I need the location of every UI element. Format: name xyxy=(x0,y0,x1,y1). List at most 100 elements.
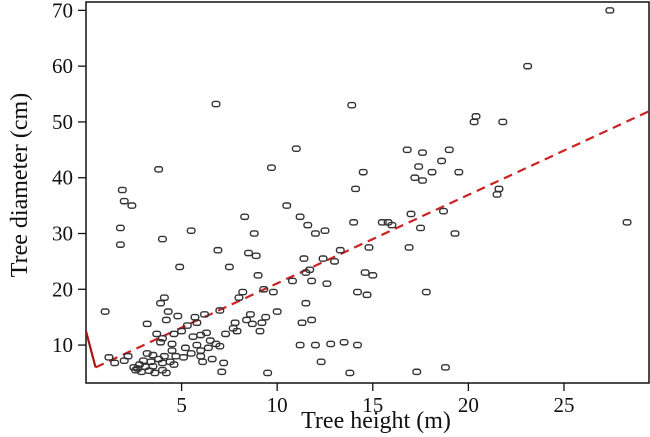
data-point xyxy=(523,62,533,70)
data-point xyxy=(352,288,362,296)
data-point xyxy=(192,341,202,349)
data-point xyxy=(240,213,250,221)
data-point xyxy=(251,252,261,260)
data-points-layer xyxy=(100,7,632,377)
plot-frame xyxy=(85,1,650,384)
data-point xyxy=(351,185,361,193)
data-point xyxy=(156,338,166,346)
data-point xyxy=(368,272,378,279)
data-point xyxy=(266,164,276,171)
data-point xyxy=(245,311,255,318)
data-point xyxy=(148,351,158,359)
data-point xyxy=(215,342,225,350)
y-tick-label: 40 xyxy=(52,166,73,190)
data-point xyxy=(192,319,202,327)
data-point xyxy=(257,319,267,327)
data-point xyxy=(110,359,120,367)
data-point xyxy=(190,313,200,321)
data-point xyxy=(297,319,307,327)
data-point xyxy=(169,330,179,338)
x-tick-label: 15 xyxy=(362,393,383,417)
data-point xyxy=(268,288,278,296)
data-point xyxy=(175,263,185,271)
data-point xyxy=(142,350,152,357)
data-point xyxy=(291,145,301,153)
data-point xyxy=(450,230,460,237)
data-point xyxy=(167,347,177,354)
data-point xyxy=(307,316,317,324)
x-tick-label: 5 xyxy=(176,393,187,417)
data-point xyxy=(282,202,292,209)
y-tick-label: 30 xyxy=(52,222,73,246)
data-point xyxy=(437,157,447,165)
data-point xyxy=(169,361,179,368)
data-point xyxy=(307,277,317,285)
data-point xyxy=(196,347,206,354)
data-point xyxy=(494,185,504,193)
data-point xyxy=(345,369,355,377)
y-tick-label: 20 xyxy=(52,277,73,301)
data-point xyxy=(242,316,252,324)
data-point xyxy=(364,244,374,251)
data-point xyxy=(335,246,345,254)
data-point xyxy=(471,113,481,120)
data-point xyxy=(310,230,320,237)
data-point xyxy=(142,320,152,328)
data-point xyxy=(259,285,269,293)
data-point xyxy=(157,335,167,342)
data-point xyxy=(402,146,412,154)
data-point xyxy=(360,269,370,276)
data-point xyxy=(161,316,171,324)
data-point xyxy=(127,202,137,209)
data-point xyxy=(416,224,426,232)
data-point xyxy=(440,364,450,371)
data-point xyxy=(322,280,332,288)
data-point xyxy=(255,327,265,335)
data-point xyxy=(444,146,454,154)
y-tick-label: 10 xyxy=(52,333,73,357)
plot-border xyxy=(85,1,650,384)
data-point xyxy=(131,366,141,374)
y-tick-label: 60 xyxy=(52,54,73,78)
trend-line-layer xyxy=(84,109,650,369)
data-point xyxy=(173,312,183,320)
data-point xyxy=(362,291,372,299)
data-point xyxy=(404,244,414,251)
data-point xyxy=(339,338,349,346)
data-point xyxy=(377,219,387,226)
data-point xyxy=(157,235,167,243)
trend-line xyxy=(95,109,650,369)
data-point xyxy=(421,288,431,296)
data-point xyxy=(186,350,196,357)
data-point xyxy=(295,341,305,349)
data-point xyxy=(330,258,340,265)
data-point xyxy=(100,308,110,315)
data-point xyxy=(217,368,227,376)
x-axis-ticks: 5 10 15 20 25 xyxy=(176,383,574,417)
data-point xyxy=(171,352,181,360)
x-axis-title: Tree height (m) xyxy=(301,408,451,434)
data-point xyxy=(115,224,125,232)
data-point xyxy=(180,344,190,352)
y-tick-label: 50 xyxy=(52,110,73,134)
data-point xyxy=(119,197,129,205)
data-point xyxy=(213,246,223,254)
data-point xyxy=(347,101,357,109)
y-tick-label: 70 xyxy=(52,0,73,22)
trend-line-start xyxy=(84,330,97,368)
data-point xyxy=(263,369,273,377)
data-point xyxy=(159,352,169,360)
x-tick-label: 20 xyxy=(458,393,479,417)
data-point xyxy=(247,320,257,328)
data-point xyxy=(221,330,231,338)
data-point xyxy=(167,340,177,348)
y-axis-ticks: 10 20 30 40 50 60 70 xyxy=(52,0,86,357)
data-point xyxy=(188,333,198,340)
data-point xyxy=(215,307,225,314)
data-point xyxy=(305,266,315,274)
data-point xyxy=(230,319,240,327)
data-point xyxy=(253,272,263,279)
data-point xyxy=(211,100,221,108)
data-point xyxy=(152,330,162,338)
